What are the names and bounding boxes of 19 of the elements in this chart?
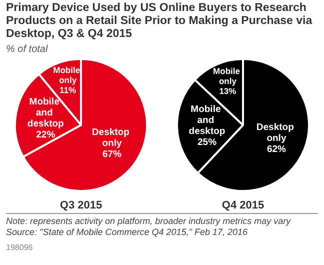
- slice-label: Mobile only: [213, 66, 242, 86]
- slice-label: Mobile and desktop: [27, 96, 64, 130]
- slice-label: Desktop only: [92, 126, 132, 149]
- data-label: 11%: [60, 85, 77, 96]
- chart-subtitle: % of total: [6, 44, 49, 55]
- text: Q4 2015: [222, 200, 264, 212]
- slice-label: Desktop only: [256, 122, 297, 144]
- data-label: 62%: [266, 144, 287, 155]
- text: 198096: [6, 242, 34, 253]
- data-label: 22%: [36, 129, 56, 140]
- text: Note: represents activity on platform, broader industry metrics may vary: [6, 216, 292, 227]
- source-note: Source: "State of Mobile Commerce Q4 2015," Feb 17, 2016: [6, 227, 249, 238]
- text: Q3 2015: [60, 200, 102, 212]
- chart-title: Primary Device Used by US Online Buyers to Research Products on a Retail Site Prior to Making a Purchase via Desktop, Q3 & Q4 2015: [6, 2, 314, 41]
- data-label: 13%: [219, 86, 237, 96]
- data-label: 67%: [102, 148, 122, 160]
- slice-label: Mobile and desktop: [188, 104, 226, 138]
- slice-label: Mobile only: [53, 65, 82, 86]
- data-label: 25%: [198, 137, 218, 148]
